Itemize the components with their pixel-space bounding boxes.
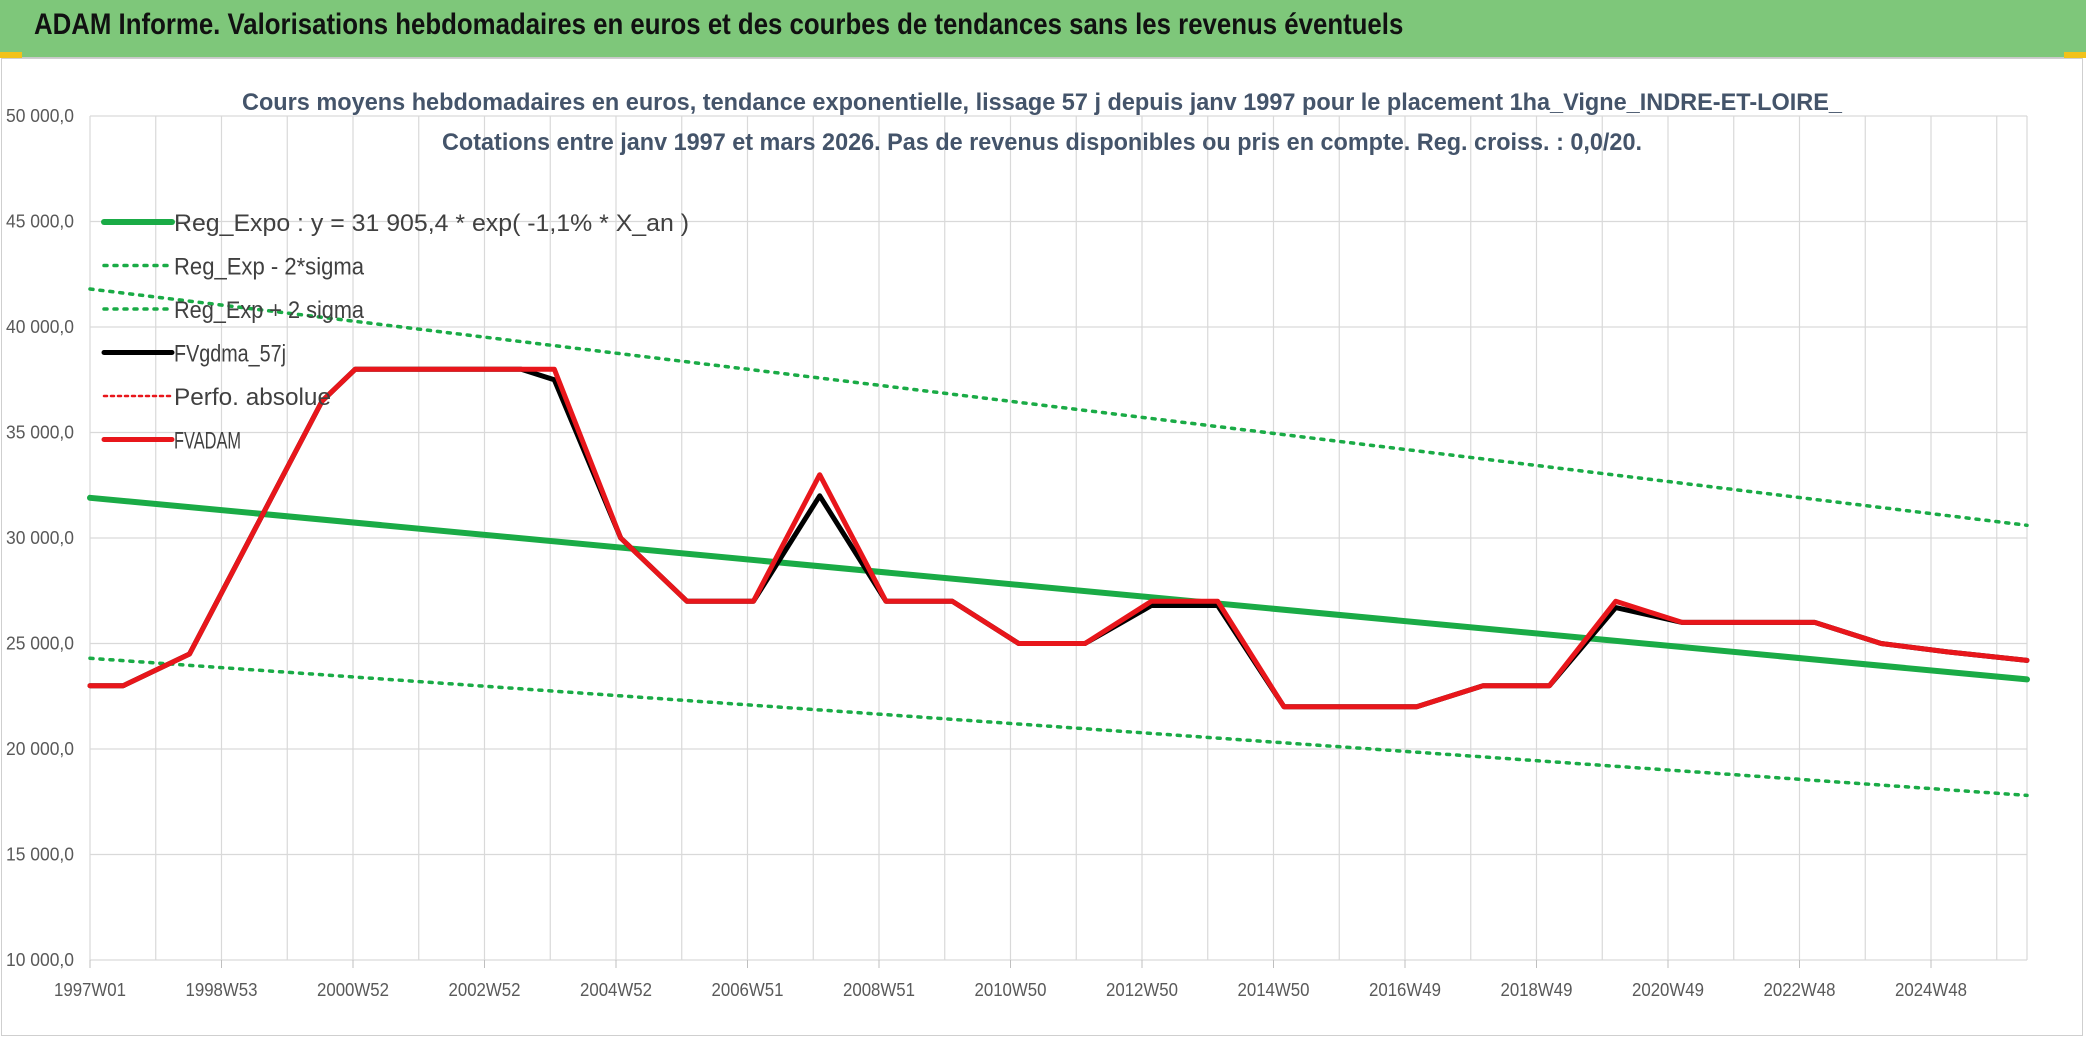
legend-label: Perfo. absolue	[174, 384, 331, 411]
chart-frame	[1, 58, 2083, 1036]
corner-marker-left	[0, 52, 22, 58]
legend-label: FVgdma_57j	[174, 341, 286, 368]
y-tick-label: 50 000,0	[6, 106, 74, 126]
x-tick-label: 2004W52	[580, 980, 652, 1000]
y-tick-label: 25 000,0	[6, 634, 74, 654]
y-axis-ticks: 10 000,0 15 000,0 20 000,0 25 000,0 30 000,0…	[6, 106, 74, 970]
x-tick-label: 2020W49	[1632, 980, 1704, 1000]
corner-marker-right	[2064, 52, 2086, 58]
y-tick-label: 30 000,0	[6, 528, 74, 548]
legend-label: Reg_Exp + 2 sigma	[174, 297, 365, 324]
legend: Reg_Expo : y = 31 905,4 * exp( -1,1% * X…	[101, 210, 689, 455]
banner-title: ADAM Informe. Valorisations hebdomadaire…	[34, 8, 1404, 41]
x-tick-label: 2006W51	[712, 980, 784, 1000]
gridlines	[89, 115, 2028, 961]
y-tick-label: 10 000,0	[6, 950, 74, 970]
chart-title: Cours moyens hebdomadaires en euros, ten…	[242, 89, 1843, 116]
legend-label: Reg_Expo : y = 31 905,4 * exp( -1,1% * X…	[174, 210, 689, 237]
reg-exp-plus-2sigma-line	[88, 287, 2029, 528]
x-tick-label: 2014W50	[1238, 980, 1310, 1000]
y-tick-label: 15 000,0	[6, 845, 74, 865]
x-tick-label: 1997W01	[54, 980, 126, 1000]
x-tick-label: 2024W48	[1895, 980, 1967, 1000]
y-tick-label: 20 000,0	[6, 739, 74, 759]
x-tick-label: 2000W52	[317, 980, 389, 1000]
x-tick-label: 2012W50	[1106, 980, 1178, 1000]
header-banner: ADAM Informe. Valorisations hebdomadaire…	[0, 0, 2086, 58]
y-tick-label: 35 000,0	[6, 423, 74, 443]
series-lines	[87, 287, 2030, 798]
x-tick-label: 1998W53	[186, 980, 258, 1000]
x-tick-label: 2002W52	[449, 980, 521, 1000]
legend-label: Reg_Exp - 2*sigma	[174, 254, 365, 281]
x-tick-label: 2016W49	[1369, 980, 1441, 1000]
x-tick-label: 2018W49	[1501, 980, 1573, 1000]
y-tick-label: 40 000,0	[6, 317, 74, 337]
y-tick-label: 45 000,0	[6, 212, 74, 232]
x-tick-label: 2022W48	[1764, 980, 1836, 1000]
reg-exp-minus-2sigma-line	[88, 656, 2029, 798]
x-tick-label: 2010W50	[975, 980, 1047, 1000]
fvadam-line	[87, 366, 2030, 710]
reg-expo-line	[87, 494, 2030, 683]
x-axis-ticks: 1997W01 1998W53 2000W52 2002W52 2004W52 2006W…	[54, 960, 1967, 1000]
legend-label: FVADAM	[174, 428, 241, 455]
chart-subtitle: Cotations entre janv 1997 et mars 2026. …	[442, 129, 1642, 156]
x-tick-label: 2008W51	[843, 980, 915, 1000]
